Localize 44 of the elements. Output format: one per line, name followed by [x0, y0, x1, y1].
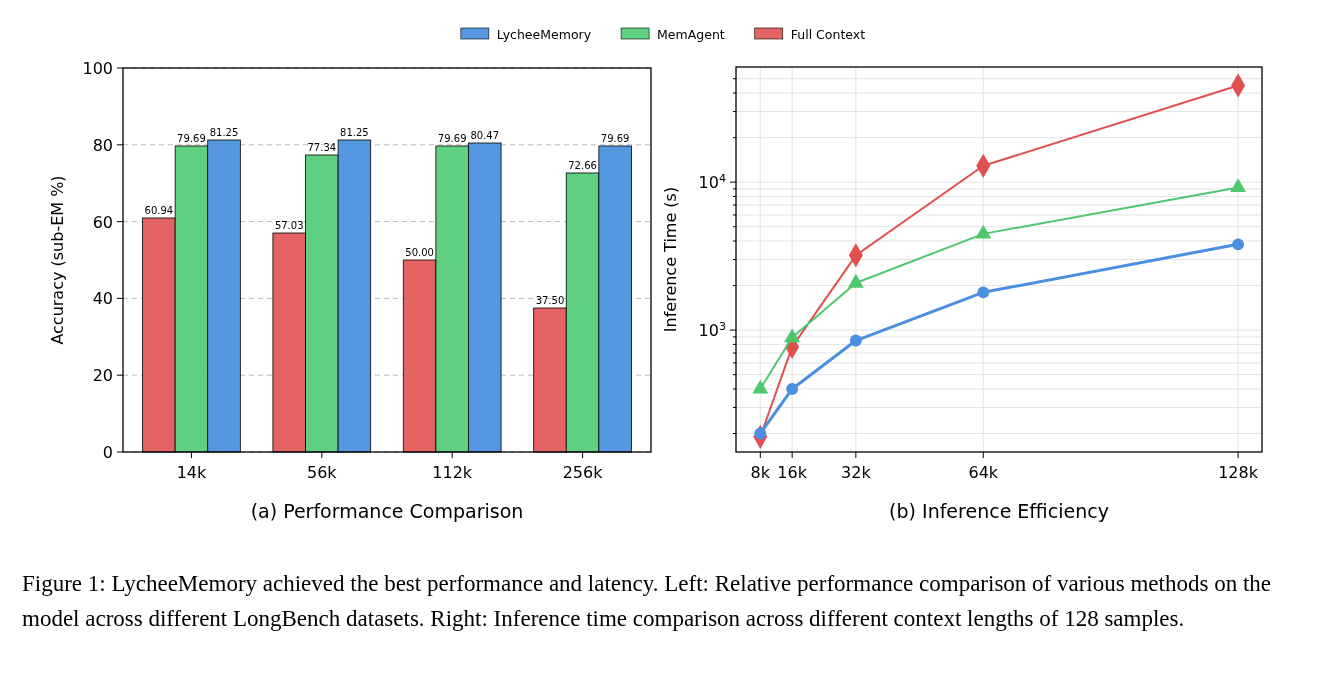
- caption: Figure 1: LycheeMemory achieved the best performance and latency. Left: Relative performance comparison of various methods on the model across different LongBench datasets. Right: Inference time comparison across different context lengths of 128 samples.: [22, 570, 1272, 633]
- x-tick-label: 256k: [562, 463, 604, 482]
- data-label: 60.94: [144, 204, 174, 216]
- legend-label: LycheeMemory: [496, 27, 592, 42]
- legend-label: MemAgent: [657, 27, 725, 42]
- x-tick-label: 56k: [307, 463, 338, 482]
- data-label: 81.25: [209, 127, 239, 138]
- x-axis-title: (b) Inference Efficiency: [889, 500, 1109, 522]
- y-tick-label: 80: [92, 135, 113, 155]
- data-label: 80.47: [470, 130, 500, 141]
- data-label: 77.34: [307, 142, 337, 154]
- x-axis-title: (a) Performance Comparison: [250, 500, 524, 522]
- data-label: 79.69: [177, 132, 206, 144]
- data-label: 72.66: [568, 159, 597, 171]
- point: [1230, 178, 1247, 193]
- x-tick-label: 112k: [432, 463, 473, 482]
- point: [849, 334, 862, 347]
- point: [786, 383, 799, 395]
- point: [977, 286, 990, 299]
- y-tick-label: 60: [92, 212, 113, 232]
- y-tick-label: 10$^{4}$: [698, 171, 726, 193]
- y-tick-label: 10$^{3}$: [698, 319, 726, 341]
- y-tick-label: 0: [102, 443, 113, 462]
- point: [1232, 238, 1245, 251]
- legend-label: Full Context: [790, 27, 866, 42]
- data-label: 79.69: [600, 132, 630, 144]
- data-label: 57.03: [274, 220, 304, 231]
- data-label: 81.25: [340, 127, 369, 138]
- y-tick-label: 100: [82, 59, 113, 78]
- x-tick-label: 16k: [777, 463, 808, 482]
- point: [784, 328, 801, 343]
- y-axis-title: Accuracy (sub-EM %): [48, 175, 67, 345]
- x-tick-label: 32k: [841, 463, 872, 482]
- y-tick-label: 40: [92, 289, 113, 309]
- data-label: 50.00: [405, 247, 434, 258]
- x-tick-label: 64k: [968, 463, 999, 482]
- x-tick-label: 14k: [176, 463, 207, 482]
- data-label: 37.50: [535, 295, 565, 306]
- point: [975, 224, 992, 239]
- y-axis-title: Inference Time (s): [661, 186, 680, 333]
- y-tick-label: 20: [92, 366, 113, 386]
- data-label: 79.69: [437, 132, 467, 144]
- x-tick-label: 128k: [1218, 463, 1259, 482]
- x-tick-label: 8k: [750, 463, 771, 482]
